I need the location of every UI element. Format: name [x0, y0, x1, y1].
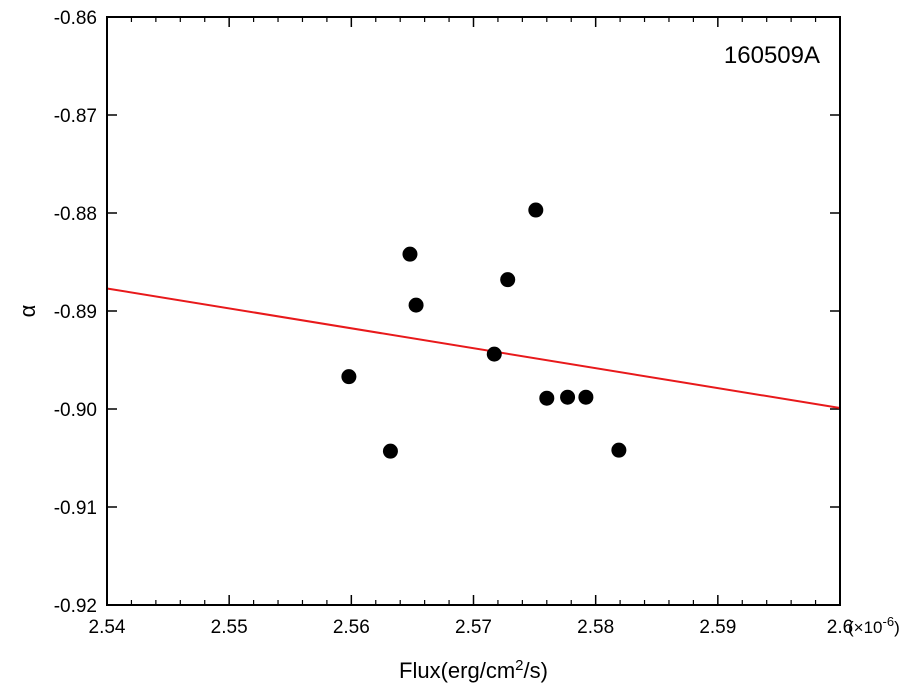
x-tick-label: 2.6	[827, 617, 853, 638]
data-point	[560, 389, 576, 405]
y-tick-label: -0.89	[54, 302, 97, 323]
data-point	[486, 346, 502, 362]
x-axis-title-tail: /s)	[524, 658, 548, 683]
data-point	[382, 443, 398, 459]
x-multiplier-exp: -6	[883, 614, 895, 629]
y-axis-title: α	[15, 304, 40, 317]
y-tick-label: -0.91	[54, 498, 97, 519]
x-tick-label: 2.56	[333, 617, 370, 638]
data-point	[500, 272, 516, 288]
y-tick-label: -0.92	[54, 596, 97, 617]
grb-annotation: 160509A	[724, 42, 820, 69]
axis-ticks	[106, 16, 841, 606]
x-tick-label: 2.58	[577, 617, 614, 638]
x-tick-label: 2.59	[699, 617, 736, 638]
y-tick-label: -0.88	[54, 204, 97, 225]
x-axis-title: Flux(erg/cm2/s)	[399, 657, 548, 683]
x-axis-multiplier: (×10-6)	[848, 614, 900, 637]
data-point	[408, 297, 424, 313]
plot-frame	[106, 16, 841, 606]
data-point	[539, 390, 555, 406]
x-tick-label: 2.54	[89, 617, 126, 638]
fit-line	[106, 287, 841, 410]
x-tick-label: 2.55	[211, 617, 248, 638]
data-points	[341, 202, 627, 459]
x-axis-title-sup: 2	[515, 657, 523, 674]
y-tick-label: -0.90	[54, 400, 97, 421]
y-tick-label: -0.86	[54, 8, 97, 29]
data-point	[402, 246, 418, 262]
y-tick-label: -0.87	[54, 106, 97, 127]
tick-labels: 2.54 2.55 2.56 2.57 2.58 2.59 2.6 -0.92 -0.91 -0.…	[54, 8, 854, 638]
x-axis-title-main: Flux(erg/cm	[399, 658, 515, 683]
x-multiplier-prefix: (×10	[848, 618, 883, 637]
x-tick-label: 2.57	[455, 617, 492, 638]
data-point	[528, 202, 544, 218]
fit-line-layer	[106, 287, 841, 410]
data-point	[341, 369, 357, 385]
data-point	[578, 389, 594, 405]
x-multiplier-suffix: )	[894, 618, 900, 637]
data-point	[611, 442, 627, 458]
